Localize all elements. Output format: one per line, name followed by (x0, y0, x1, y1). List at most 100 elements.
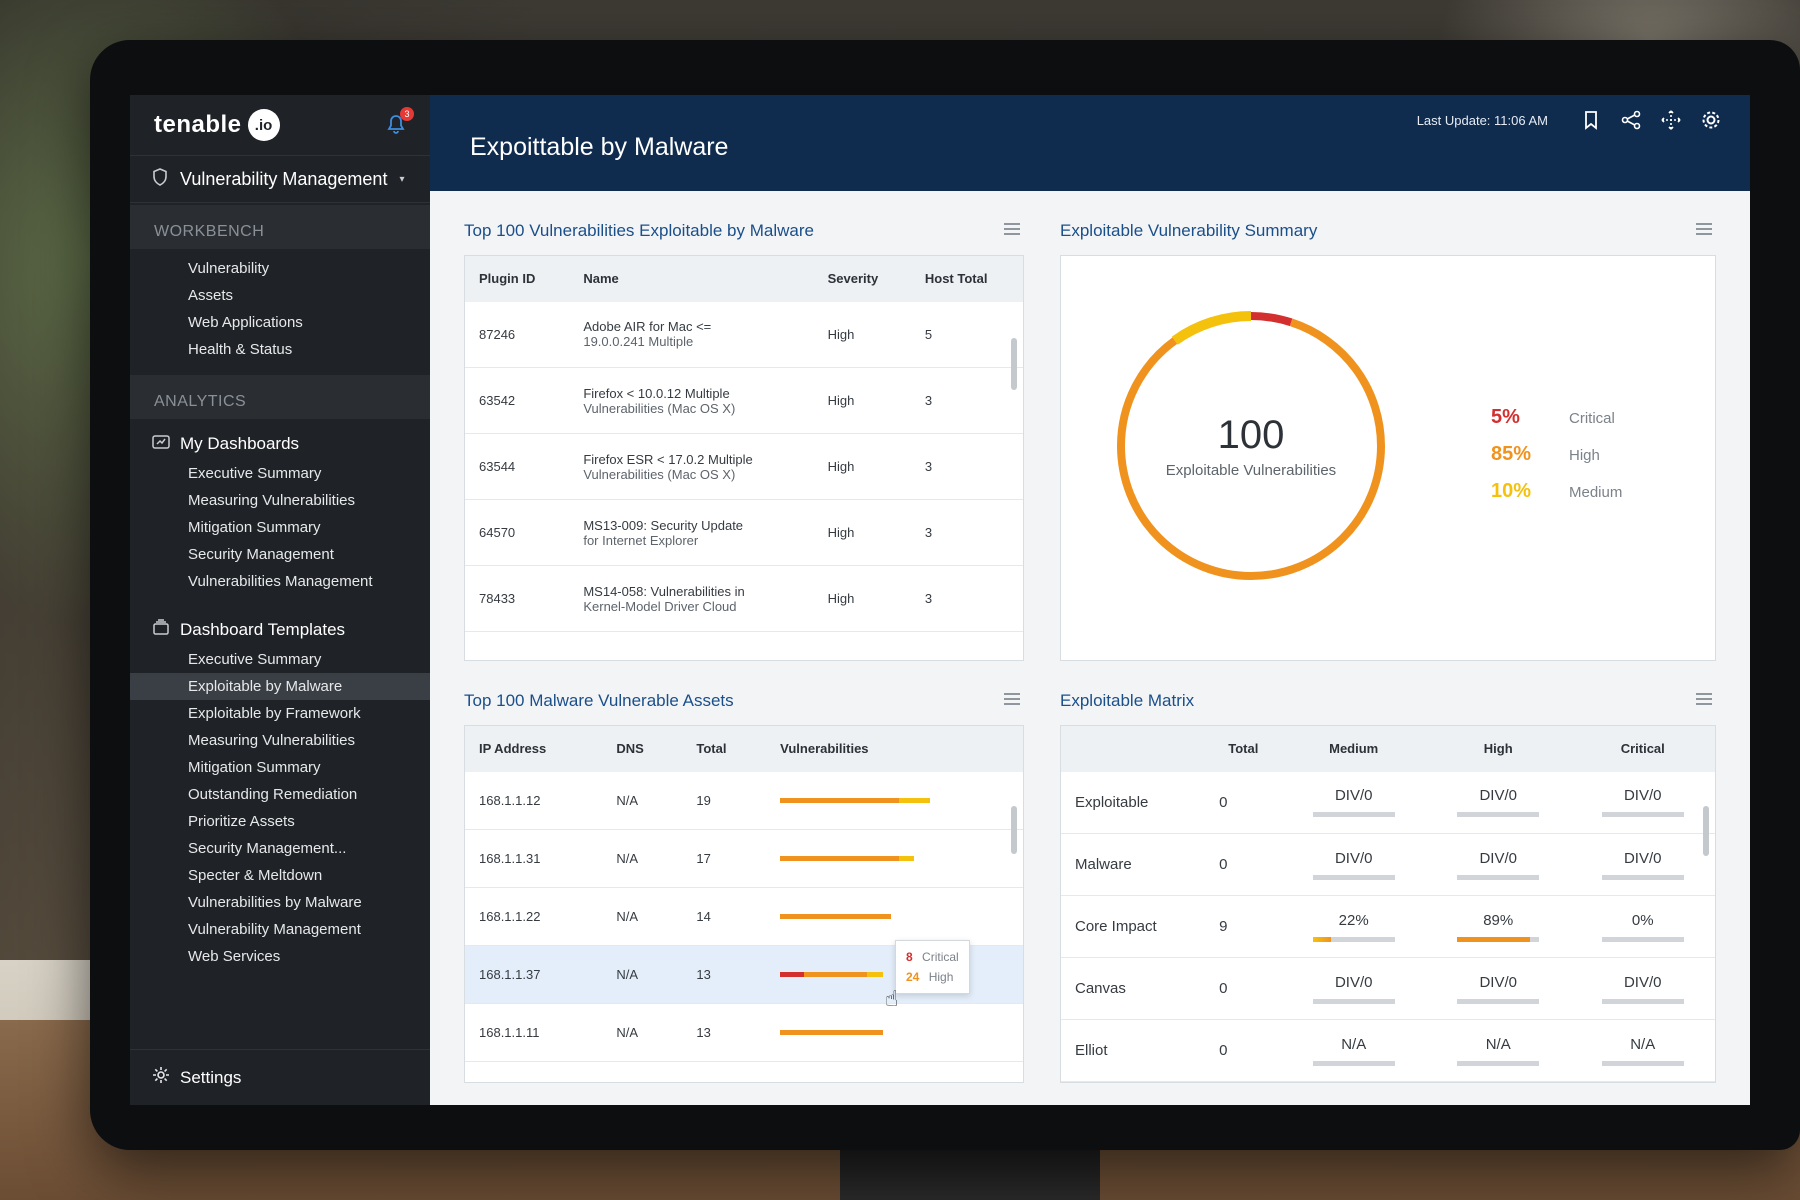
severity-bar-high (780, 1030, 883, 1035)
severity-bar-critical (780, 972, 804, 977)
sidebar-item-executive-summary[interactable]: Executive Summary (188, 465, 322, 482)
column-header-ip-address[interactable]: IP Address (465, 725, 603, 772)
sidebar-item-assets[interactable]: Assets (188, 287, 234, 304)
table-row[interactable]: 168.1.1.11 N/A 13 (465, 1003, 1023, 1062)
matrix-high-cell: DIV/0 (1425, 833, 1571, 896)
settings-link[interactable]: Settings (130, 1049, 430, 1105)
donut-slice-high[interactable] (1117, 311, 1385, 580)
panel-menu-icon[interactable] (1004, 692, 1020, 707)
vulnerabilities-panel-title: Top 100 Vulnerabilities Exploitable by M… (464, 220, 814, 240)
column-header-plugin-id[interactable]: Plugin ID (465, 255, 570, 302)
vulnerability-name-cell: MS14-058: Vulnerabilities in Kernel-Model… (569, 565, 814, 632)
tenable-logo[interactable]: tenable .io (154, 109, 280, 141)
ip-address-cell: 168.1.1.12 (465, 771, 603, 830)
table-row[interactable]: Malware 0 DIV/0 DIV/0 DIV/0 (1061, 833, 1715, 896)
table-row[interactable]: 168.1.1.22 N/A 14 (465, 887, 1023, 946)
table-row[interactable]: Canvas 0 DIV/0 DIV/0 DIV/0 (1061, 957, 1715, 1020)
matrix-scrollbar[interactable] (1703, 805, 1709, 856)
table-row[interactable]: 64570 MS13-009: Security Update for Intern… (465, 499, 1023, 566)
sidebar-template-measuring-vulnerabilities[interactable]: Measuring Vulnerabilities (188, 732, 356, 749)
sidebar-template-vulnerability-management[interactable]: Vulnerability Management (188, 921, 361, 938)
column-header-total[interactable]: Total (682, 725, 767, 772)
total-cell: 17 (682, 829, 767, 888)
panel-menu-icon[interactable] (1004, 222, 1020, 237)
severity-stacked-bar[interactable] (780, 856, 930, 861)
assets-scrollbar[interactable] (1011, 805, 1017, 854)
panel-menu-icon[interactable] (1696, 692, 1712, 707)
my-dashboards-group[interactable]: My Dashboards (130, 419, 430, 460)
donut-slice-critical[interactable] (1117, 311, 1385, 580)
severity-stacked-bar[interactable] (780, 972, 930, 977)
table-row[interactable]: 168.1.1.37 N/A 13 (465, 945, 1023, 1004)
table-row[interactable]: 168.1.1.12 N/A 19 (465, 771, 1023, 830)
legend-high: 85% High (1491, 443, 1622, 466)
sidebar-item-vulnerability[interactable]: Vulnerability (188, 260, 270, 277)
sidebar-template-web-services[interactable]: Web Services (188, 948, 281, 965)
sidebar-item-health-status[interactable]: Health & Status (188, 341, 293, 358)
sidebar-template-prioritize-assets[interactable]: Prioritize Assets (188, 813, 295, 830)
matrix-medium-cell: DIV/0 (1281, 771, 1426, 834)
table-row[interactable]: Core Impact 9 22% 89% 0% (1061, 895, 1715, 958)
sidebar-template-vulnerabilities-by-malware[interactable]: Vulnerabilities by Malware (188, 894, 362, 911)
severity-stacked-bar[interactable] (780, 914, 930, 919)
sidebar-template-security-management[interactable]: Security Management... (188, 840, 347, 857)
notification-bell-icon[interactable]: 3 (384, 107, 414, 137)
column-header-total[interactable]: Total (1205, 725, 1282, 772)
legend-critical-pct: 5% (1491, 405, 1520, 428)
vulnerabilities-scrollbar[interactable] (1011, 337, 1017, 390)
share-icon[interactable] (1620, 109, 1642, 131)
table-row[interactable]: 168.1.1.31 N/A 17 (465, 829, 1023, 888)
dns-cell: N/A (602, 771, 683, 830)
analytics-section-label: ANALYTICS (130, 375, 430, 419)
sidebar-item-measuring-vulnerabilities[interactable]: Measuring Vulnerabilities (188, 492, 356, 509)
sidebar-template-executive-summary[interactable]: Executive Summary (188, 651, 322, 668)
sidebar-template-outstanding-remediation[interactable]: Outstanding Remediation (188, 786, 358, 803)
move-arrows-icon[interactable] (1660, 109, 1682, 131)
module-selector-label: Vulnerability Management (180, 168, 388, 189)
column-header-host-total[interactable]: Host Total (910, 255, 1023, 302)
severity-stacked-bar[interactable] (780, 797, 931, 803)
sidebar-template-exploitable-by-framework[interactable]: Exploitable by Framework (188, 705, 361, 722)
workbench-nav: Vulnerability Assets Web Applications Healt… (130, 249, 430, 373)
matrix-high-cell: DIV/0 (1425, 957, 1571, 1020)
matrix-critical-value: N/A (1630, 1035, 1656, 1053)
column-header-medium[interactable]: Medium (1281, 725, 1426, 772)
sidebar-template-exploitable-by-malware[interactable]: Exploitable by Malware (130, 673, 430, 700)
column-header-vulnerabilities[interactable]: Vulnerabilities (766, 725, 1023, 772)
logo-text: tenable (154, 111, 242, 138)
dns-cell: N/A (602, 1003, 683, 1062)
sidebar-template-mitigation-summary[interactable]: Mitigation Summary (188, 759, 321, 776)
table-row[interactable]: 63544 Firefox ESR < 17.0.2 Multiple Vulner… (465, 433, 1023, 500)
vulnerability-name-cell: MS13-009: Security Update for Internet Ex… (569, 499, 814, 566)
sidebar-item-web-applications[interactable]: Web Applications (188, 314, 303, 331)
sidebar-template-specter-meltdown[interactable]: Specter & Meltdown (188, 867, 323, 884)
matrix-total-cell: 0 (1205, 833, 1282, 896)
table-row[interactable]: 87246 Adobe AIR for Mac <= 19.0.0.241 Mult… (465, 301, 1023, 368)
plugin-id-cell: 78433 (465, 565, 570, 632)
dashboard-templates-group[interactable]: Dashboard Templates (130, 605, 430, 646)
matrix-medium-cell: DIV/0 (1281, 833, 1426, 896)
settings-gear-icon[interactable] (1700, 109, 1722, 131)
sidebar-item-vulnerabilities-management[interactable]: Vulnerabilities Management (188, 573, 373, 590)
module-selector[interactable]: Vulnerability Management ▾ (130, 155, 430, 203)
matrix-high-value: N/A (1485, 1035, 1511, 1053)
column-header-dns[interactable]: DNS (602, 725, 683, 772)
column-header-severity[interactable]: Severity (813, 255, 911, 302)
table-row[interactable]: Elliot 0 N/A N/A N/A (1061, 1019, 1715, 1082)
column-header-critical[interactable]: Critical (1570, 725, 1715, 772)
column-header-name[interactable]: Name (569, 255, 814, 302)
table-row[interactable]: Exploitable 0 DIV/0 DIV/0 DIV/0 (1061, 771, 1715, 834)
column-header-high[interactable]: High (1425, 725, 1571, 772)
template-stack-icon (152, 619, 170, 640)
severity-cell: High (813, 367, 911, 434)
matrix-total-cell: 0 (1205, 771, 1282, 834)
sidebar-item-security-management[interactable]: Security Management (188, 546, 334, 563)
table-row[interactable]: 78433 MS14-058: Vulnerabilities in Kernel-… (465, 565, 1023, 632)
severity-stacked-bar[interactable] (780, 1030, 930, 1035)
bookmark-icon[interactable] (1580, 109, 1602, 131)
exploitable-donut-chart: 100 Exploitable Vulnerabilities (1101, 296, 1401, 596)
column-header-label[interactable] (1061, 725, 1206, 772)
sidebar-item-mitigation-summary[interactable]: Mitigation Summary (188, 519, 321, 536)
table-row[interactable]: 63542 Firefox < 10.0.12 Multiple Vulnerabi… (465, 367, 1023, 434)
panel-menu-icon[interactable] (1696, 222, 1712, 237)
